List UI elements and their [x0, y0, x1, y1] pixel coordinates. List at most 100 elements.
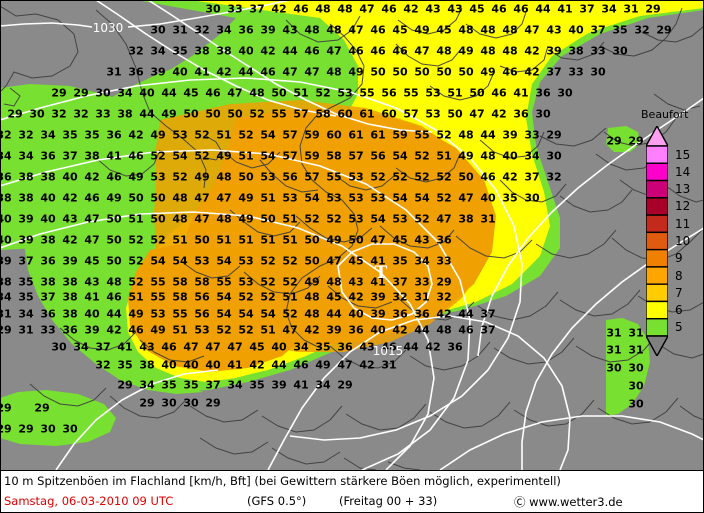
map-panel[interactable]: 30 33 37 42 46 48 48 47 46 42 43 43 45 46 46 44 41 37 34 31…: [0, 0, 704, 470]
wind-value: 30: [628, 397, 644, 411]
wind-value: 53: [337, 86, 353, 100]
wind-value: 31: [628, 326, 644, 340]
wind-value: 47: [326, 44, 342, 58]
wind-value: 47: [84, 212, 100, 226]
low-pressure-center-marker: T: [374, 263, 388, 283]
wind-value: 37: [95, 340, 111, 354]
wind-value: 52: [238, 290, 254, 304]
wind-value: 44: [326, 307, 342, 321]
wind-value: 35: [161, 378, 177, 392]
wind-value: 47: [436, 212, 452, 226]
wind-value: 45: [348, 254, 364, 268]
wind-value: 43: [282, 23, 298, 37]
wind-value: 38: [62, 275, 78, 289]
legend-color-swatch: [646, 145, 668, 164]
wind-value: 40: [370, 323, 386, 337]
wind-value: 36: [0, 170, 12, 184]
wind-value: 53: [348, 170, 364, 184]
wind-value: 52: [304, 212, 320, 226]
wind-value: 48: [216, 212, 232, 226]
wind-value: 52: [260, 275, 276, 289]
wind-value: 52: [249, 107, 265, 121]
wind-value: 42: [128, 128, 144, 142]
wind-value: 42: [348, 290, 364, 304]
wind-value: 46: [293, 2, 309, 16]
wind-value: 44: [480, 128, 496, 142]
wind-value: 30: [150, 23, 166, 37]
wind-value: 47: [469, 107, 485, 121]
wind-value: 34: [0, 290, 12, 304]
wind-value: 50: [304, 233, 320, 247]
wind-value: 42: [216, 65, 232, 79]
wind-value: 50: [458, 170, 474, 184]
wind-value: 34: [227, 378, 243, 392]
legend-tick: 7: [675, 285, 683, 300]
wind-value: 30: [546, 149, 562, 163]
wind-value: 48: [315, 2, 331, 16]
legend-tick: 5: [675, 320, 683, 335]
wind-value: 52: [150, 149, 166, 163]
wind-value: 48: [480, 44, 496, 58]
wind-value: 37: [480, 307, 496, 321]
wind-value: 41: [106, 149, 122, 163]
wind-value: 29: [139, 396, 155, 410]
wind-value: 47: [414, 44, 430, 58]
wind-value: 39: [18, 233, 34, 247]
wind-value: 52: [172, 170, 188, 184]
wind-value: 40: [0, 212, 12, 226]
wind-value: 54: [414, 191, 430, 205]
wind-value: 29: [546, 128, 562, 142]
wind-value: 46: [304, 44, 320, 58]
wind-value: 43: [348, 275, 364, 289]
wind-value: 57: [403, 107, 419, 121]
wind-value: 40: [502, 149, 518, 163]
wind-value: 44: [535, 2, 551, 16]
wind-value: 48: [304, 290, 320, 304]
wind-value: 49: [106, 191, 122, 205]
wind-value: 29: [436, 275, 452, 289]
wind-value: 29: [73, 86, 89, 100]
wind-value: 55: [359, 86, 375, 100]
wind-value: 46: [84, 191, 100, 205]
wind-value: 50: [194, 233, 210, 247]
wind-value: 40: [161, 358, 177, 372]
wind-value: 30: [95, 86, 111, 100]
wind-value: 34: [414, 254, 430, 268]
wind-value: 40: [205, 358, 221, 372]
wind-value: 61: [370, 128, 386, 142]
wind-value: 29: [7, 107, 23, 121]
wind-value: 42: [260, 44, 276, 58]
wind-value: 55: [414, 128, 430, 142]
wind-value: 44: [282, 44, 298, 58]
legend-tick: 10: [675, 234, 691, 248]
wind-value: 57: [282, 128, 298, 142]
wind-value: 47: [183, 340, 199, 354]
wind-value: 42: [304, 323, 320, 337]
wind-value: 43: [447, 2, 463, 16]
wind-value: 31: [414, 290, 430, 304]
wind-value: 29: [0, 323, 12, 337]
legend-color-swatch: [646, 283, 668, 303]
wind-value: 54: [370, 212, 386, 226]
wind-value: 45: [183, 86, 199, 100]
wind-value: 39: [150, 65, 166, 79]
wind-value: 40: [172, 65, 188, 79]
wind-value: 41: [370, 254, 386, 268]
wind-value: 52: [436, 170, 452, 184]
wind-value: 40: [84, 307, 100, 321]
wind-value: 46: [458, 323, 474, 337]
wind-value: 57: [348, 149, 364, 163]
wind-value: 48: [326, 65, 342, 79]
legend-tick: 6: [675, 303, 683, 318]
wind-value: 38: [62, 307, 78, 321]
wind-value: 48: [337, 2, 353, 16]
legend-tick: 8: [675, 268, 683, 283]
legend-color-swatch: [646, 214, 668, 234]
wind-value: 40: [480, 191, 496, 205]
wind-value: 38: [216, 44, 232, 58]
wind-value: 54: [304, 191, 320, 205]
wind-value: 43: [84, 275, 100, 289]
wind-value: 48: [249, 86, 265, 100]
wind-value: 49: [238, 191, 254, 205]
wind-value: 53: [150, 170, 166, 184]
